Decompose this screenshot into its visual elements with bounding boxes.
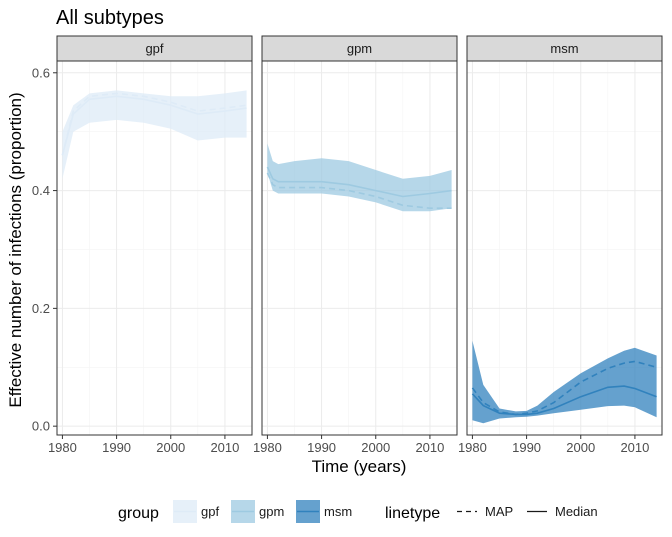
x-tick-label: 1990: [512, 440, 541, 455]
x-tick-label: 1980: [458, 440, 487, 455]
strip-label-msm: msm: [550, 41, 578, 56]
median-line-gpm: [266, 166, 452, 198]
ribbon-msm: [472, 340, 657, 424]
x-tick-label: 2000: [156, 440, 185, 455]
x-tick-label: 2010: [210, 440, 239, 455]
legend-label-median: Median: [555, 504, 598, 519]
strip-label-gpf: gpf: [145, 41, 163, 56]
map-line-msm: [471, 360, 657, 416]
y-tick-label: 0.2: [32, 301, 50, 316]
map-line-gpf: [61, 92, 247, 156]
x-tick-label: 2010: [620, 440, 649, 455]
median-line-msm: [471, 385, 657, 416]
y-tick-label: 0.4: [32, 183, 50, 198]
x-axis-title: Time (years): [312, 457, 407, 476]
ribbon-gpm: [267, 143, 452, 212]
legend: group gpf gpm msm linetype MAP Median: [118, 500, 598, 523]
x-tick-label: 2000: [361, 440, 390, 455]
panel-gpf: gpf 1980 1990 2000 2010: [48, 35, 253, 455]
y-tick-label: 0.0: [32, 419, 50, 434]
panel-border-gpf: [56, 60, 253, 436]
legend-label-map: MAP: [485, 504, 513, 519]
median-line-gpf: [61, 95, 247, 156]
panel-bg-gpm: [262, 61, 457, 435]
legend-title-linetype: linetype: [385, 505, 440, 522]
x-tick-label: 2010: [415, 440, 444, 455]
x-tick-label: 1990: [102, 440, 131, 455]
legend-label-gpm: gpm: [259, 504, 284, 519]
legend-title-group: group: [118, 505, 159, 522]
y-tick-label: 0.6: [32, 65, 50, 80]
legend-key-gpm: [231, 500, 255, 523]
strip-gpf: [56, 35, 253, 62]
y-axis-title: Effective number of infections (proporti…: [6, 92, 25, 407]
panel-border-msm: [466, 60, 663, 436]
x-tick-label: 1980: [253, 440, 282, 455]
strip-gpm: [261, 35, 458, 62]
legend-label-msm: msm: [324, 504, 352, 519]
legend-key-msm: [296, 500, 320, 523]
panel-border-gpm: [261, 60, 458, 436]
strip-msm: [466, 35, 663, 62]
panel-gpm: gpm 1980 1990 2000 2010: [253, 35, 458, 455]
strip-label-gpm: gpm: [347, 41, 372, 56]
x-tick-label: 1980: [48, 440, 77, 455]
panel-msm: msm 1980 1990 2000 2010: [458, 35, 663, 455]
legend-label-gpf: gpf: [201, 504, 219, 519]
chart-title: All subtypes: [56, 7, 164, 29]
y-tick-labels: 0.0 0.2 0.4 0.6: [32, 65, 57, 434]
x-tick-label: 1990: [307, 440, 336, 455]
x-tick-label: 2000: [566, 440, 595, 455]
ribbon-gpf: [62, 90, 247, 179]
legend-key-gpf: [173, 500, 197, 523]
